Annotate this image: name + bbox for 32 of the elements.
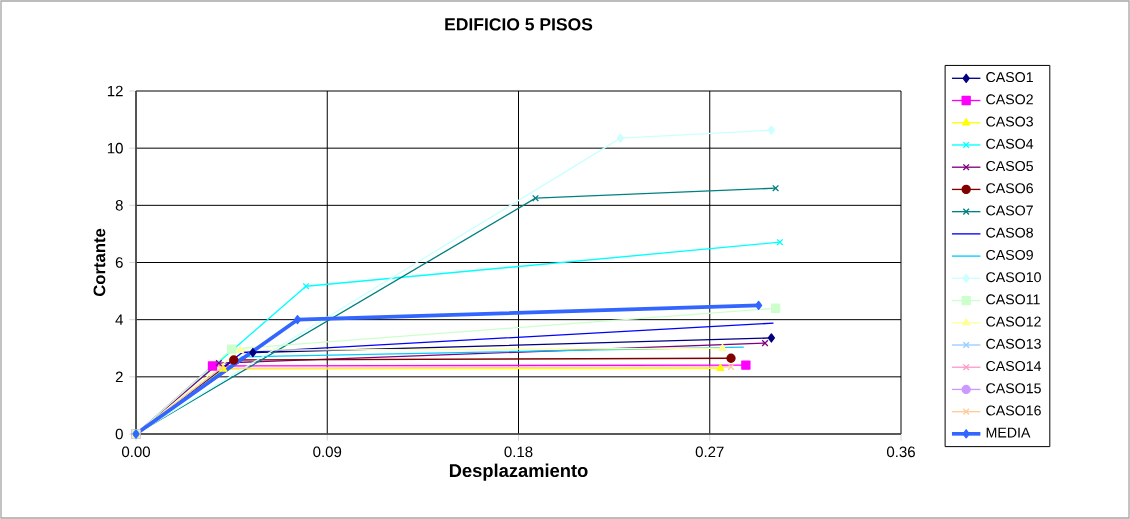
legend-label: CASO8 [986,227,1033,238]
legend-label: CASO16 [986,405,1041,416]
legend-label: CASO1 [986,72,1033,83]
legend-label: CASO9 [986,249,1033,260]
x-tick-label: 0.18 [504,446,533,458]
chart-title: EDIFICIO 5 PISOS [445,18,593,31]
x-tick-label: 0.27 [695,446,724,458]
legend-label: CASO5 [986,161,1033,172]
legend-label: CASO10 [986,272,1041,283]
y-tick-label: 10 [107,142,123,154]
legend-label: CASO15 [986,383,1041,394]
legend-label: MEDIA [986,427,1031,438]
x-tick-label: 0.09 [313,446,342,458]
legend-label: CASO11 [986,294,1040,305]
y-tick-label: 6 [115,257,123,268]
legend-label: CASO6 [986,183,1033,194]
legend-label: CASO2 [986,94,1033,105]
legend-label: CASO12 [986,316,1041,327]
x-tick-label: 0.00 [121,446,151,458]
y-tick-label: 12 [107,85,123,97]
legend-label: CASO7 [986,205,1033,216]
legend-label: CASO3 [986,116,1033,127]
legend-label: CASO14 [986,361,1042,372]
x-tick-label: 0.36 [886,446,915,458]
y-tick-label: 8 [115,200,123,211]
legend-label: CASO4 [986,138,1034,149]
y-axis-title: Cortante [93,228,106,297]
y-tick-label: 2 [115,371,123,383]
x-axis-title: Desplazamiento [449,463,588,481]
y-tick-label: 0 [115,428,123,440]
legend-label: CASO13 [986,338,1041,349]
y-tick-label: 4 [115,314,123,325]
